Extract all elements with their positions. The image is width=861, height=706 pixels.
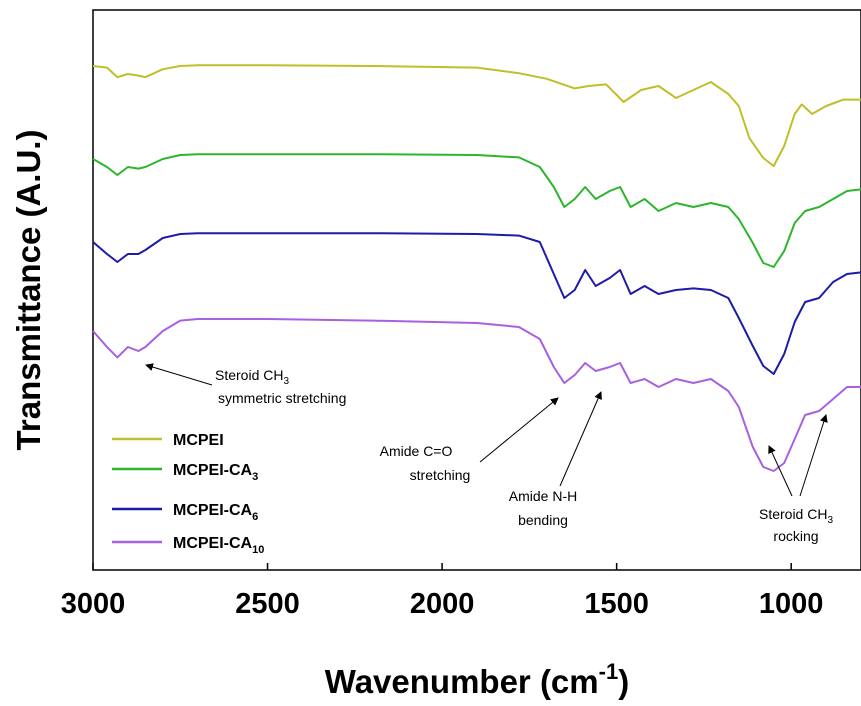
x-axis-title-end: ) <box>618 663 629 700</box>
annotation-steroid-ch3-rock-line2: rocking <box>773 528 818 544</box>
legend: MCPEI MCPEI-CA3 MCPEI-CA6 MCPEI-CA10 <box>112 432 264 556</box>
legend-label-3-sub: 10 <box>252 544 264 556</box>
x-tick-label-4: 1000 <box>759 588 824 620</box>
x-tick-label-1: 2500 <box>235 588 300 620</box>
annotation-amide-nh-line2: bending <box>518 512 568 528</box>
legend-label-2-sub: 6 <box>252 511 258 523</box>
annotation-steroid-ch3-rock-sub: 3 <box>827 515 833 526</box>
arrow-amide-nh <box>559 391 602 487</box>
series-line-2 <box>92 232 861 375</box>
legend-label-1: MCPEI-CA3 <box>173 462 258 483</box>
series-line-3 <box>92 318 861 472</box>
plot-frame <box>92 9 861 571</box>
legend-label-1-base: MCPEI-CA <box>173 462 253 479</box>
x-tick-label-3: 1500 <box>584 588 649 620</box>
annotation-steroid-ch3-sym-line2: symmetric stretching <box>218 390 346 406</box>
legend-label-2: MCPEI-CA6 <box>173 502 258 523</box>
annotation-steroid-ch3-sym-sub: 3 <box>283 376 289 387</box>
x-tick-label-2: 2000 <box>410 588 475 620</box>
arrow-steroid-ch3-rock-right <box>799 414 828 497</box>
arrow-amide-co <box>479 397 559 463</box>
x-axis-title: Wavenumber (cm-1) <box>325 659 629 700</box>
y-axis-title: Transmittance (A.U.) <box>10 130 47 451</box>
annotation-steroid-ch3-sym-line1: Steroid CH3 <box>215 367 289 387</box>
annotation-amide-co-line1: Amide C=O <box>380 443 453 459</box>
annotation-steroid-ch3-sym-base: Steroid CH <box>215 367 283 383</box>
series-line-1 <box>92 153 861 268</box>
arrow-steroid-ch3-rock-left <box>768 445 793 497</box>
legend-label-2-base: MCPEI-CA <box>173 502 253 519</box>
annotation-amide-nh-line1: Amide N-H <box>509 488 577 504</box>
annotation-amide-co-line2: stretching <box>410 467 471 483</box>
legend-label-1-sub: 3 <box>252 471 258 483</box>
series-line-0 <box>92 64 861 167</box>
x-tick-layer: 3000 2500 2000 1500 1000 <box>61 563 824 620</box>
legend-label-0: MCPEI <box>173 432 224 449</box>
series-layer <box>92 64 861 472</box>
legend-label-3-base: MCPEI-CA <box>173 535 253 552</box>
annotation-steroid-ch3-rock-base: Steroid CH <box>759 506 827 522</box>
x-tick-label-0: 3000 <box>61 588 126 620</box>
legend-label-3: MCPEI-CA10 <box>173 535 264 556</box>
x-axis-title-sup: -1 <box>599 659 619 684</box>
legend-label-0-base: MCPEI <box>173 432 224 449</box>
annotations: Steroid CH3 symmetric stretching Amide C… <box>145 363 833 544</box>
arrow-steroid-ch3-sym <box>145 363 213 386</box>
annotation-steroid-ch3-rock-line1: Steroid CH3 <box>759 506 833 526</box>
x-axis-title-base: Wavenumber (cm <box>325 663 599 700</box>
